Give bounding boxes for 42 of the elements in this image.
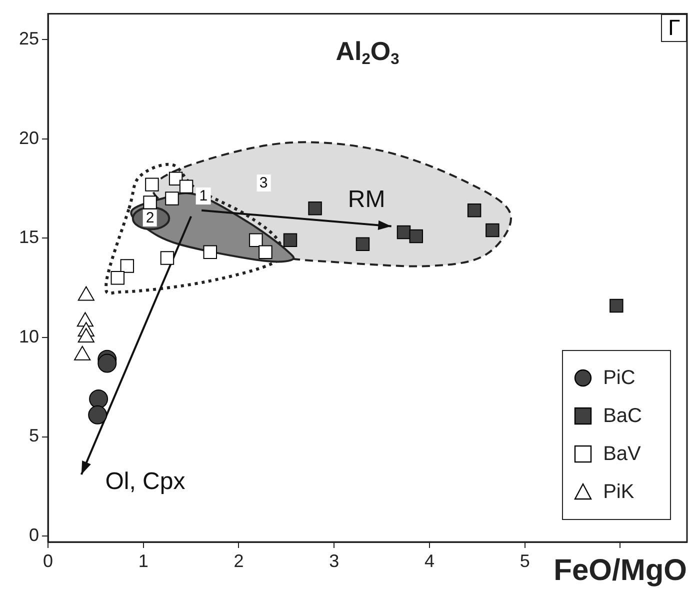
x-tick-label: 4	[424, 550, 434, 571]
annotation: RM	[348, 186, 386, 214]
annotation: Ol, Cpx	[105, 468, 186, 496]
annotation: 3	[256, 174, 271, 192]
x-tick-label: 2	[234, 550, 244, 571]
point	[179, 180, 194, 194]
point	[486, 223, 500, 238]
x-tick-label: 1	[138, 550, 148, 571]
point	[143, 196, 157, 210]
point	[203, 245, 217, 259]
point	[409, 229, 424, 244]
point	[356, 237, 370, 252]
y-tick-label: 0	[28, 525, 39, 546]
point	[610, 298, 624, 313]
x-axis-title: FeO/MgO	[554, 554, 687, 588]
point	[165, 192, 179, 206]
x-tick-label: 3	[329, 550, 340, 571]
point	[283, 233, 298, 248]
annotation: Г	[661, 14, 687, 42]
y-tick-label: 15	[18, 227, 39, 248]
y-tick-label: 5	[28, 426, 39, 446]
legend-label: BaC	[603, 404, 642, 428]
point	[258, 245, 272, 259]
legend-label: PiC	[603, 366, 636, 390]
x-tick-label: 0	[42, 550, 54, 571]
annotation: 1	[196, 188, 211, 205]
y-tick-label: 20	[18, 128, 39, 148]
y-tick-label: 10	[18, 326, 39, 346]
point	[249, 233, 263, 248]
point	[98, 354, 117, 373]
point	[88, 405, 108, 424]
point	[308, 202, 322, 216]
point	[145, 178, 159, 192]
point	[89, 390, 108, 409]
annotation: 2	[142, 210, 158, 227]
text: Al$_{2}$O$_{3}$	[336, 36, 400, 69]
point	[396, 225, 411, 240]
x-tick-label: 5	[520, 550, 530, 571]
y-tick-label: 25	[18, 28, 39, 49]
point	[467, 204, 482, 218]
legend-label: BaV	[603, 442, 641, 466]
legend-label: PiK	[603, 480, 634, 504]
